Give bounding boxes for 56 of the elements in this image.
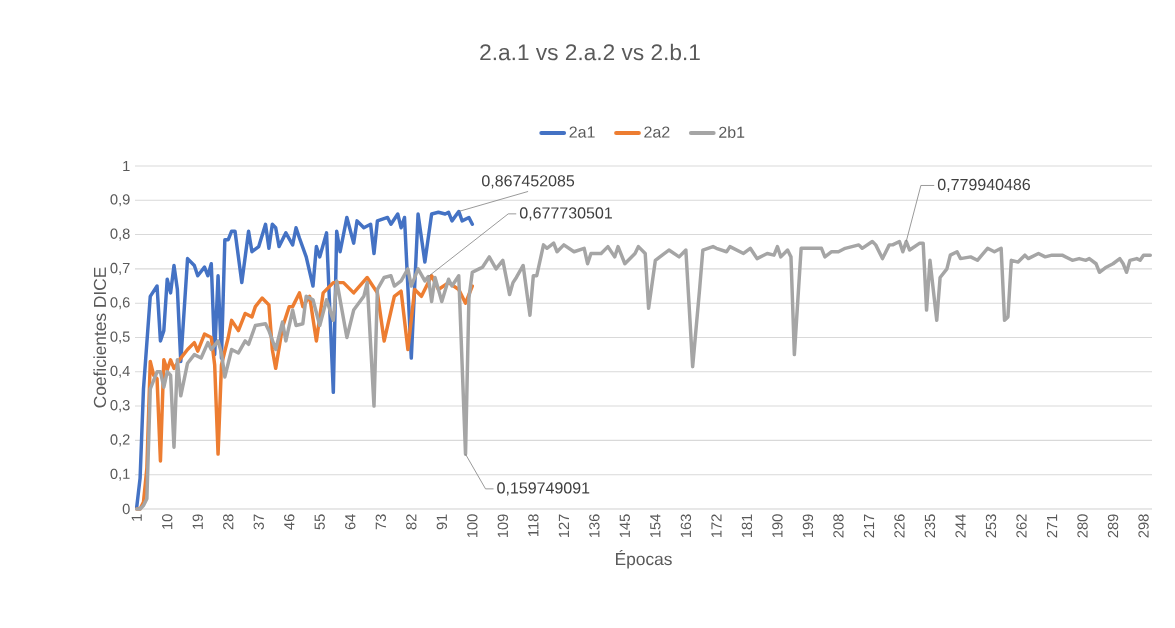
x-tick-label: 1 bbox=[131, 514, 142, 521]
y-tick-label: 0,1 bbox=[110, 468, 130, 481]
x-axis-title: Épocas bbox=[616, 549, 672, 569]
annotation: 0,677730501 bbox=[519, 207, 612, 221]
chart-title: 2.a.1 vs 2.a.2 vs 2.b.1 bbox=[480, 43, 700, 61]
x-tick-label: 109 bbox=[497, 514, 509, 538]
x-tick-label: 271 bbox=[1046, 514, 1058, 538]
x-tick-label: 208 bbox=[833, 514, 844, 538]
legend-label: 2a1 bbox=[569, 126, 595, 138]
annotation: 0,779940486 bbox=[937, 178, 1030, 193]
y-tick-label: 0,3 bbox=[110, 400, 130, 413]
x-tick-label: 55 bbox=[314, 514, 325, 530]
x-tick-label: 226 bbox=[894, 514, 905, 538]
y-tick-label: 0,2 bbox=[110, 434, 130, 447]
line-series bbox=[134, 209, 475, 510]
x-tick-label: 181 bbox=[741, 514, 753, 538]
x-tick-label: 172 bbox=[711, 514, 722, 538]
x-tick-label: 19 bbox=[192, 514, 203, 529]
x-tick-label: 244 bbox=[955, 514, 966, 538]
x-tick-label: 217 bbox=[863, 514, 875, 538]
x-tick-label: 28 bbox=[223, 514, 234, 530]
x-tick-label: 289 bbox=[1107, 514, 1119, 538]
x-tick-label: 190 bbox=[772, 514, 783, 538]
y-tick-label: 0,7 bbox=[110, 262, 130, 275]
annotation: 0,159749091 bbox=[497, 482, 590, 496]
legend-label: 2a2 bbox=[644, 126, 670, 138]
x-tick-label: 136 bbox=[589, 514, 600, 538]
annotation: 0,867452085 bbox=[482, 175, 575, 189]
x-tick-label: 91 bbox=[436, 514, 447, 530]
y-tick-label: 0,5 bbox=[110, 331, 130, 344]
y-tick-label: 0 bbox=[122, 503, 130, 515]
x-tick-label: 10 bbox=[162, 514, 173, 529]
x-tick-label: 127 bbox=[558, 514, 569, 538]
legend-label: 2b1 bbox=[719, 126, 745, 138]
x-tick-label: 163 bbox=[680, 514, 692, 538]
y-tick-label: 0,9 bbox=[110, 194, 130, 207]
x-tick-label: 46 bbox=[284, 514, 295, 530]
x-tick-label: 100 bbox=[467, 514, 478, 538]
x-tick-label: 253 bbox=[985, 514, 997, 538]
x-tick-label: 298 bbox=[1138, 514, 1149, 538]
x-tick-label: 235 bbox=[924, 514, 936, 538]
y-tick-label: 0,4 bbox=[110, 365, 130, 378]
x-tick-label: 154 bbox=[650, 514, 661, 538]
x-tick-label: 262 bbox=[1016, 514, 1027, 538]
y-tick-label: 0,8 bbox=[110, 228, 130, 241]
x-tick-label: 199 bbox=[802, 514, 814, 538]
x-tick-label: 37 bbox=[253, 514, 264, 530]
y-tick-label: 0,6 bbox=[110, 297, 130, 310]
x-tick-label: 82 bbox=[406, 514, 417, 530]
x-tick-label: 280 bbox=[1077, 514, 1088, 538]
y-axis-title: Coeficientes DICE bbox=[93, 267, 107, 408]
x-tick-label: 118 bbox=[528, 514, 539, 536]
x-tick-label: 64 bbox=[345, 514, 356, 530]
x-tick-label: 73 bbox=[375, 514, 386, 530]
x-tick-label: 145 bbox=[619, 514, 630, 538]
y-tick-label: 1 bbox=[123, 160, 130, 172]
